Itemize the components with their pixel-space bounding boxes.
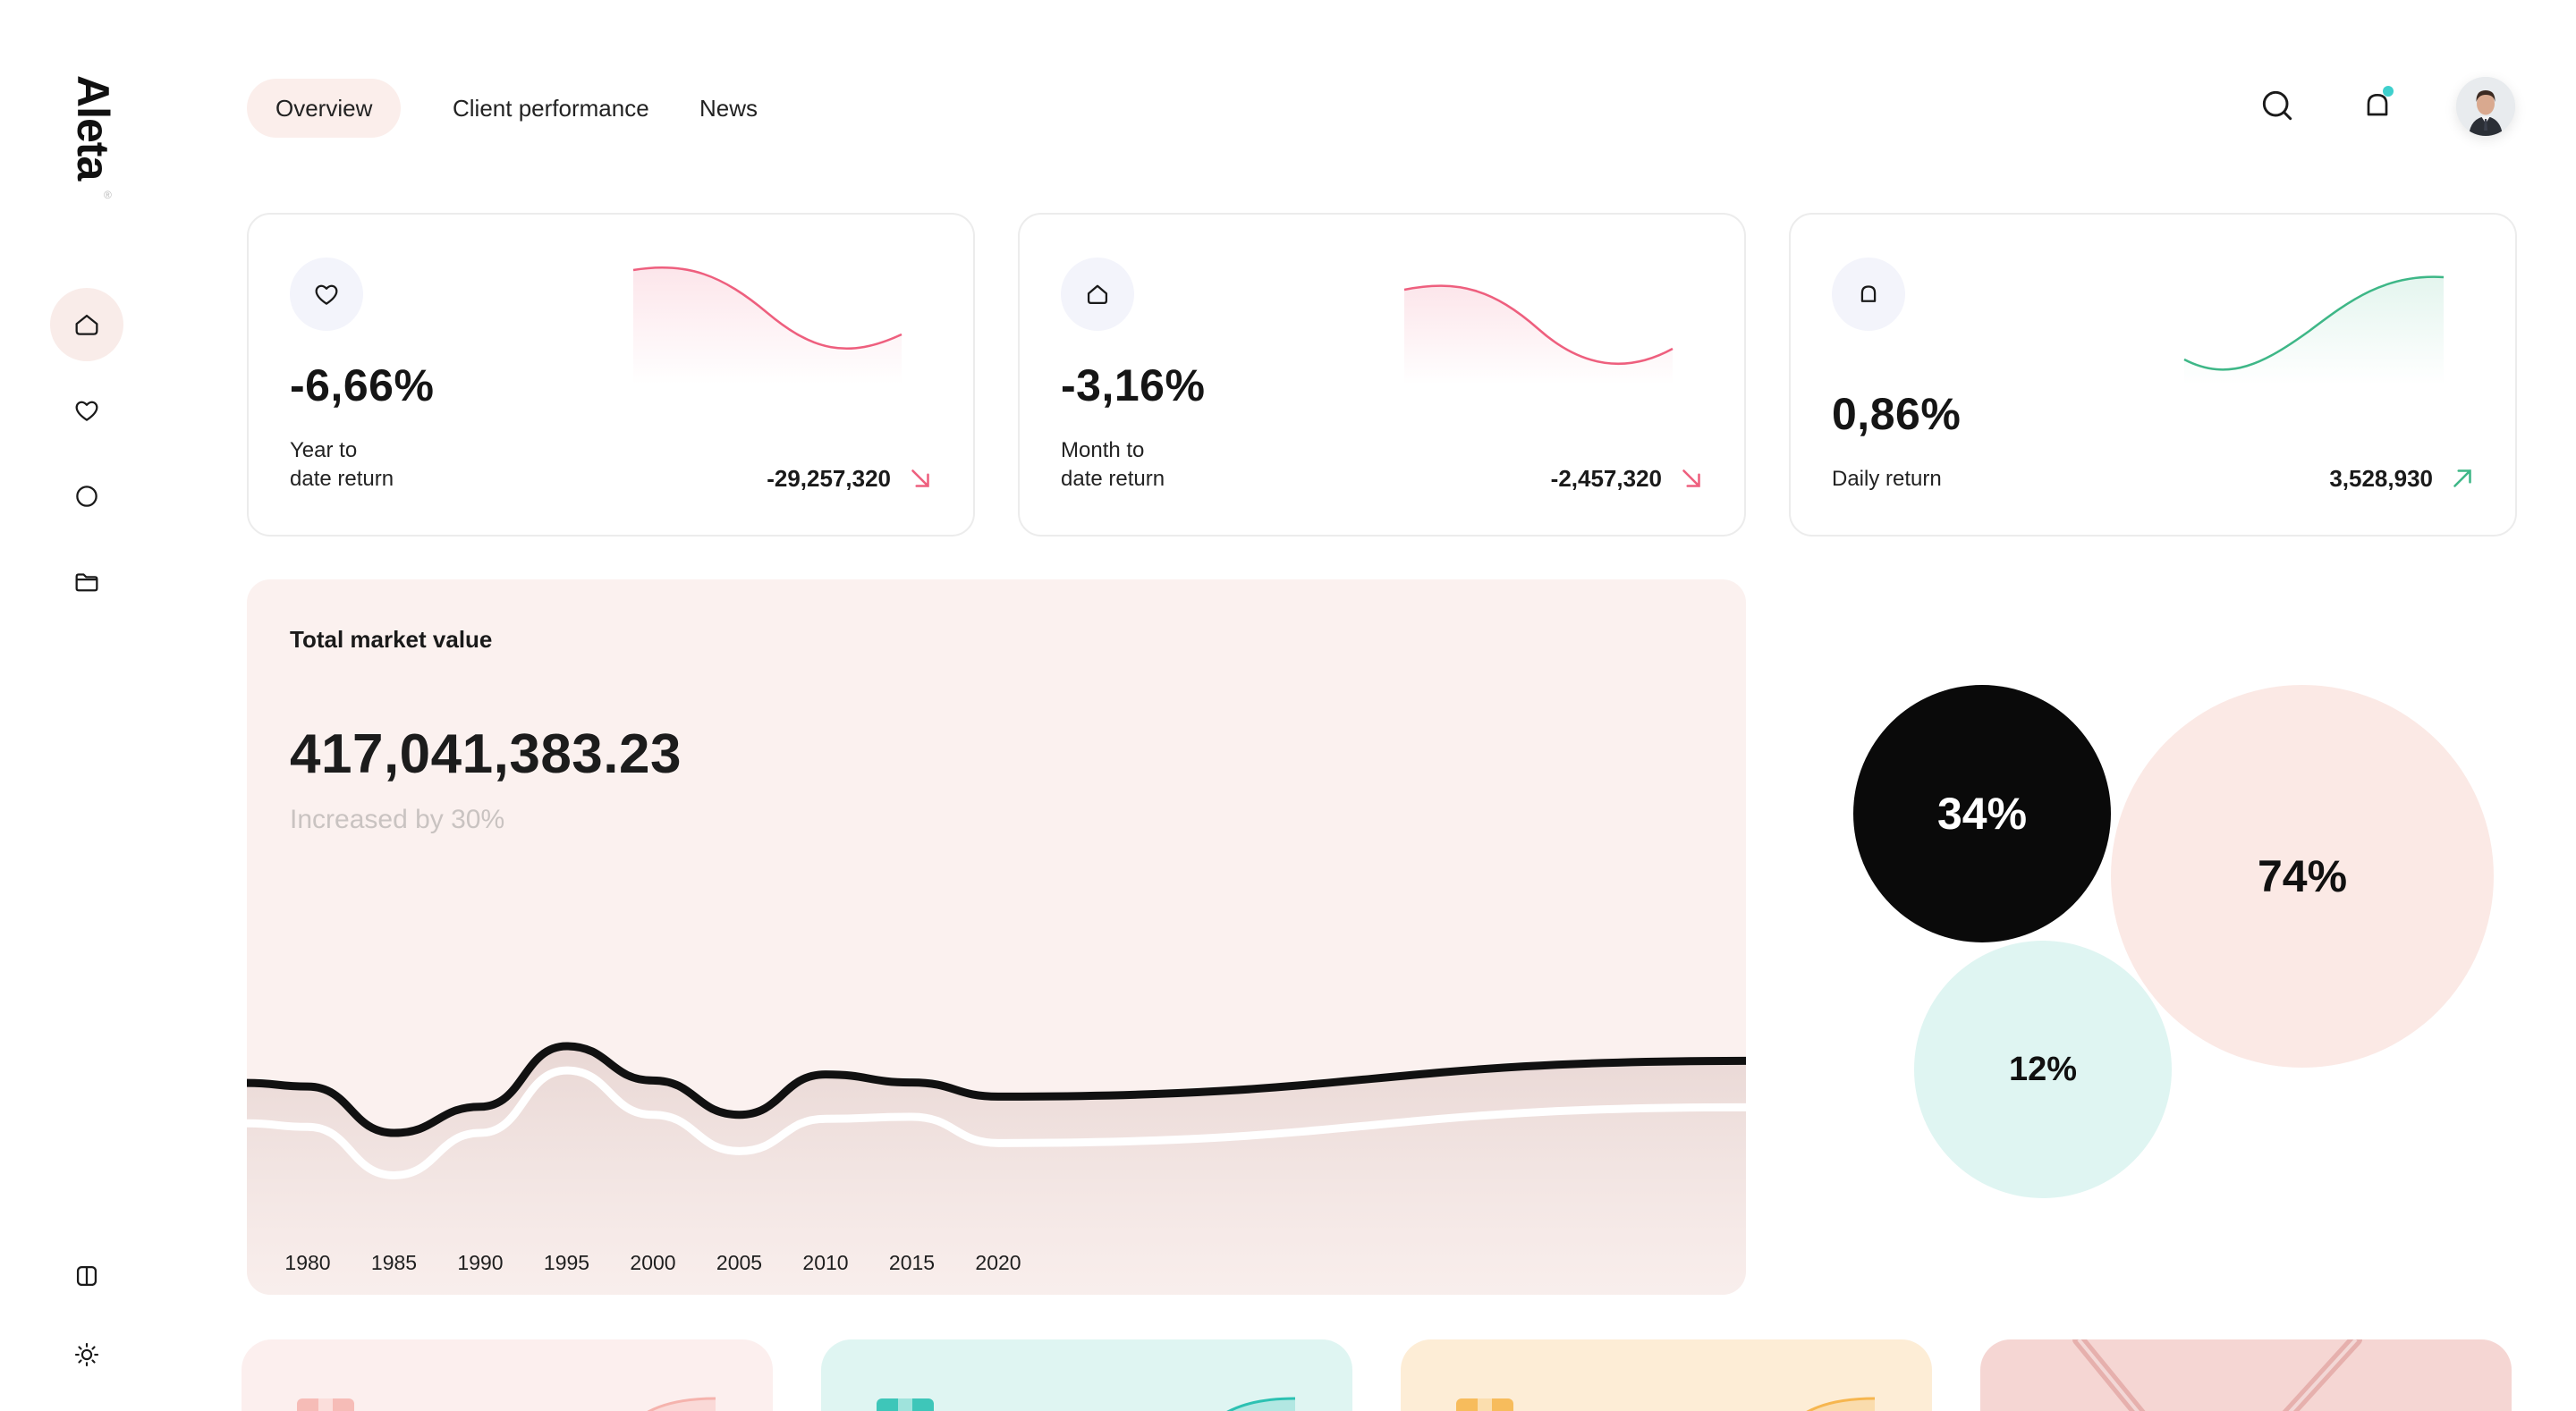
card-amount: 3,528,930 bbox=[2329, 465, 2433, 492]
bell-icon bbox=[2367, 94, 2388, 116]
x-tick-label: 2020 bbox=[975, 1251, 1021, 1274]
x-tick-label: 1995 bbox=[544, 1251, 589, 1274]
brand-name: Aleta bbox=[68, 75, 118, 181]
x-tick-label: 1980 bbox=[284, 1251, 330, 1274]
sparkline-up bbox=[2183, 275, 2445, 384]
bubble-label: 12% bbox=[2008, 1050, 2078, 1088]
search-button[interactable] bbox=[2252, 80, 2302, 131]
notification-dot bbox=[2383, 86, 2394, 97]
stat-card-year-to-date[interactable]: -6,66% Year to date return -29,257,320 bbox=[247, 213, 975, 537]
bubble-74[interactable]: 74% bbox=[2111, 685, 2494, 1068]
bell-icon bbox=[1860, 285, 1877, 302]
tab-client-performance[interactable]: Client performance bbox=[453, 95, 649, 122]
heart-icon bbox=[75, 401, 98, 421]
card-value: -3,16% bbox=[1061, 360, 1206, 410]
arrow-down-right-icon bbox=[1682, 469, 1700, 487]
arrow-down-right-icon bbox=[911, 469, 929, 487]
brand-registered-mark: ® bbox=[104, 189, 112, 201]
series-line-secondary bbox=[247, 1066, 1746, 1179]
market-value-panel: Total market value 417,041,383.23 Increa… bbox=[247, 579, 1746, 1295]
notifications-button[interactable] bbox=[2352, 80, 2402, 131]
card-illustration bbox=[297, 1397, 716, 1411]
sidebar-item-home[interactable] bbox=[50, 288, 123, 361]
stat-card-month-to-date[interactable]: -3,16% Month to date return -2,457,320 bbox=[1018, 213, 1746, 537]
tab-news[interactable]: News bbox=[699, 95, 758, 122]
bottom-card-3[interactable] bbox=[1401, 1339, 1932, 1411]
folder-icon bbox=[75, 573, 98, 592]
bottom-card-4[interactable] bbox=[1980, 1339, 2512, 1411]
sidebar-item-favorites[interactable] bbox=[50, 374, 123, 447]
sparkline-down bbox=[632, 266, 902, 384]
x-tick-label: 2005 bbox=[716, 1251, 762, 1274]
bottom-card-1[interactable] bbox=[242, 1339, 773, 1411]
sun-icon bbox=[74, 1342, 99, 1367]
sidebar-item-circle[interactable] bbox=[50, 460, 123, 533]
avatar-portrait bbox=[2456, 77, 2515, 136]
card-value: 0,86% bbox=[1832, 389, 1962, 439]
card-label: Year to date return bbox=[290, 438, 394, 491]
card-icon-badge bbox=[1832, 258, 1905, 331]
bubble-label: 74% bbox=[2257, 851, 2348, 901]
x-tick-label: 1985 bbox=[371, 1251, 417, 1274]
home-icon bbox=[75, 314, 98, 335]
brand-logo[interactable]: Aleta ® bbox=[68, 75, 118, 201]
series-line-primary bbox=[247, 1042, 1746, 1137]
card-label: Month to date return bbox=[1061, 438, 1165, 491]
x-tick-label: 1990 bbox=[457, 1251, 503, 1274]
card-icon-badge bbox=[290, 258, 363, 331]
stat-card-daily[interactable]: 0,86% Daily return 3,528,930 bbox=[1789, 213, 2517, 537]
x-tick-label: 2010 bbox=[802, 1251, 848, 1274]
card-value: -6,66% bbox=[290, 360, 435, 410]
card-amount: -2,457,320 bbox=[1550, 465, 1662, 492]
sidebar-item-folder[interactable] bbox=[50, 545, 123, 619]
layout-toggle-button[interactable] bbox=[50, 1239, 123, 1313]
circle-icon bbox=[76, 486, 97, 507]
heart-icon bbox=[315, 284, 338, 305]
theme-toggle-button[interactable] bbox=[50, 1318, 123, 1391]
market-title: Total market value bbox=[290, 626, 493, 653]
home-icon bbox=[1087, 284, 1108, 305]
x-tick-label: 2015 bbox=[889, 1251, 935, 1274]
bubble-12[interactable]: 12% bbox=[1914, 941, 2172, 1198]
search-icon bbox=[2262, 90, 2292, 121]
card-illustration bbox=[1456, 1397, 1876, 1411]
tab-overview[interactable]: Overview bbox=[247, 79, 402, 138]
card-amount: -29,257,320 bbox=[767, 465, 891, 492]
market-subtitle: Increased by 30% bbox=[290, 805, 505, 834]
card-label: Daily return bbox=[1832, 467, 1942, 491]
x-tick-label: 2000 bbox=[630, 1251, 675, 1274]
sparkline-down bbox=[1403, 284, 1674, 384]
bubble-label: 34% bbox=[1936, 789, 2028, 839]
bubble-34[interactable]: 34% bbox=[1853, 685, 2111, 942]
card-icon-badge bbox=[1061, 258, 1134, 331]
bottom-card-2[interactable] bbox=[821, 1339, 1352, 1411]
market-value: 417,041,383.23 bbox=[290, 723, 682, 785]
market-value-chart: 1980 1985 1990 1995 2000 2005 2010 2015 2020 bbox=[247, 1042, 1746, 1295]
card-illustration bbox=[2072, 1339, 2362, 1411]
card-illustration bbox=[877, 1397, 1296, 1411]
layout-toggle-icon bbox=[76, 1265, 97, 1287]
arrow-up-right-icon bbox=[2453, 469, 2471, 487]
avatar[interactable] bbox=[2456, 77, 2515, 136]
sidebar: Aleta ® bbox=[0, 0, 175, 1411]
